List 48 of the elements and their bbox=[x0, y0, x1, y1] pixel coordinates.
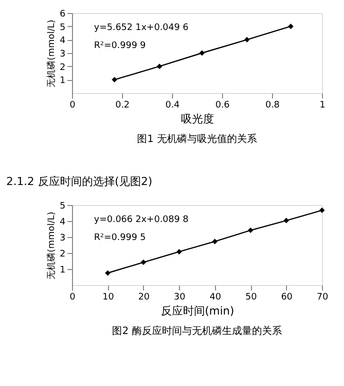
x-tick-label: 1 bbox=[320, 100, 326, 110]
y-tick-label: 2 bbox=[60, 250, 66, 260]
annotation: y=0.066 2x+0.089 8 bbox=[94, 215, 189, 225]
x-tick-label: 0 bbox=[70, 100, 76, 110]
y-tick-label: 3 bbox=[60, 234, 66, 244]
x-tick-label: 0.2 bbox=[115, 100, 130, 110]
annotation: R²=0.999 5 bbox=[94, 233, 146, 243]
x-tick-label: 0.6 bbox=[215, 100, 230, 110]
x-tick-label: 0 bbox=[70, 292, 76, 302]
x-tick-label: 0.4 bbox=[165, 100, 180, 110]
y-tick-label: 1 bbox=[60, 266, 66, 276]
y-tick-label: 2 bbox=[60, 62, 66, 73]
annotation: R²=0.999 9 bbox=[94, 41, 146, 51]
y-tick-label: 5 bbox=[60, 202, 66, 212]
y-axis-title: 无机磷(mmol/L) bbox=[46, 212, 57, 280]
x-tick-label: 60 bbox=[281, 292, 293, 302]
y-tick-label: 4 bbox=[60, 36, 66, 46]
point bbox=[248, 228, 254, 234]
point bbox=[319, 208, 325, 214]
caption: 图2 酶反应时间与无机磷生成量的关系 bbox=[112, 325, 282, 337]
point bbox=[244, 36, 250, 42]
point bbox=[140, 260, 146, 266]
x-tick-label: 0.8 bbox=[265, 100, 280, 110]
x-axis-title: 吸光度 bbox=[181, 112, 214, 126]
y-axis-title: 无机磷(mmol/L) bbox=[46, 20, 57, 88]
y-tick-label: 6 bbox=[60, 10, 66, 20]
y-tick-label: 1 bbox=[60, 76, 66, 86]
point bbox=[288, 24, 294, 30]
x-axis-title: 反应时间(min) bbox=[160, 304, 234, 318]
y-tick-label: 3 bbox=[60, 50, 66, 60]
chart-title: 2.1.2 反应时间的选择(见图2) bbox=[6, 175, 152, 188]
point bbox=[199, 50, 205, 56]
x-tick-label: 40 bbox=[210, 292, 222, 302]
point bbox=[176, 248, 182, 254]
x-tick-label: 10 bbox=[102, 292, 114, 302]
x-tick-label: 70 bbox=[316, 292, 328, 302]
caption: 图1 无机磷与吸光值的关系 bbox=[137, 133, 257, 145]
x-tick-label: 20 bbox=[138, 292, 150, 302]
point bbox=[104, 270, 110, 276]
point bbox=[212, 238, 218, 244]
y-tick-label: 4 bbox=[60, 218, 66, 228]
x-tick-label: 50 bbox=[245, 292, 258, 302]
annotation: y=5.652 1x+0.049 6 bbox=[94, 23, 189, 33]
point bbox=[284, 218, 290, 224]
point bbox=[112, 76, 118, 82]
y-tick-label: 5 bbox=[60, 22, 66, 33]
point bbox=[156, 64, 162, 70]
x-tick-label: 30 bbox=[174, 292, 186, 302]
